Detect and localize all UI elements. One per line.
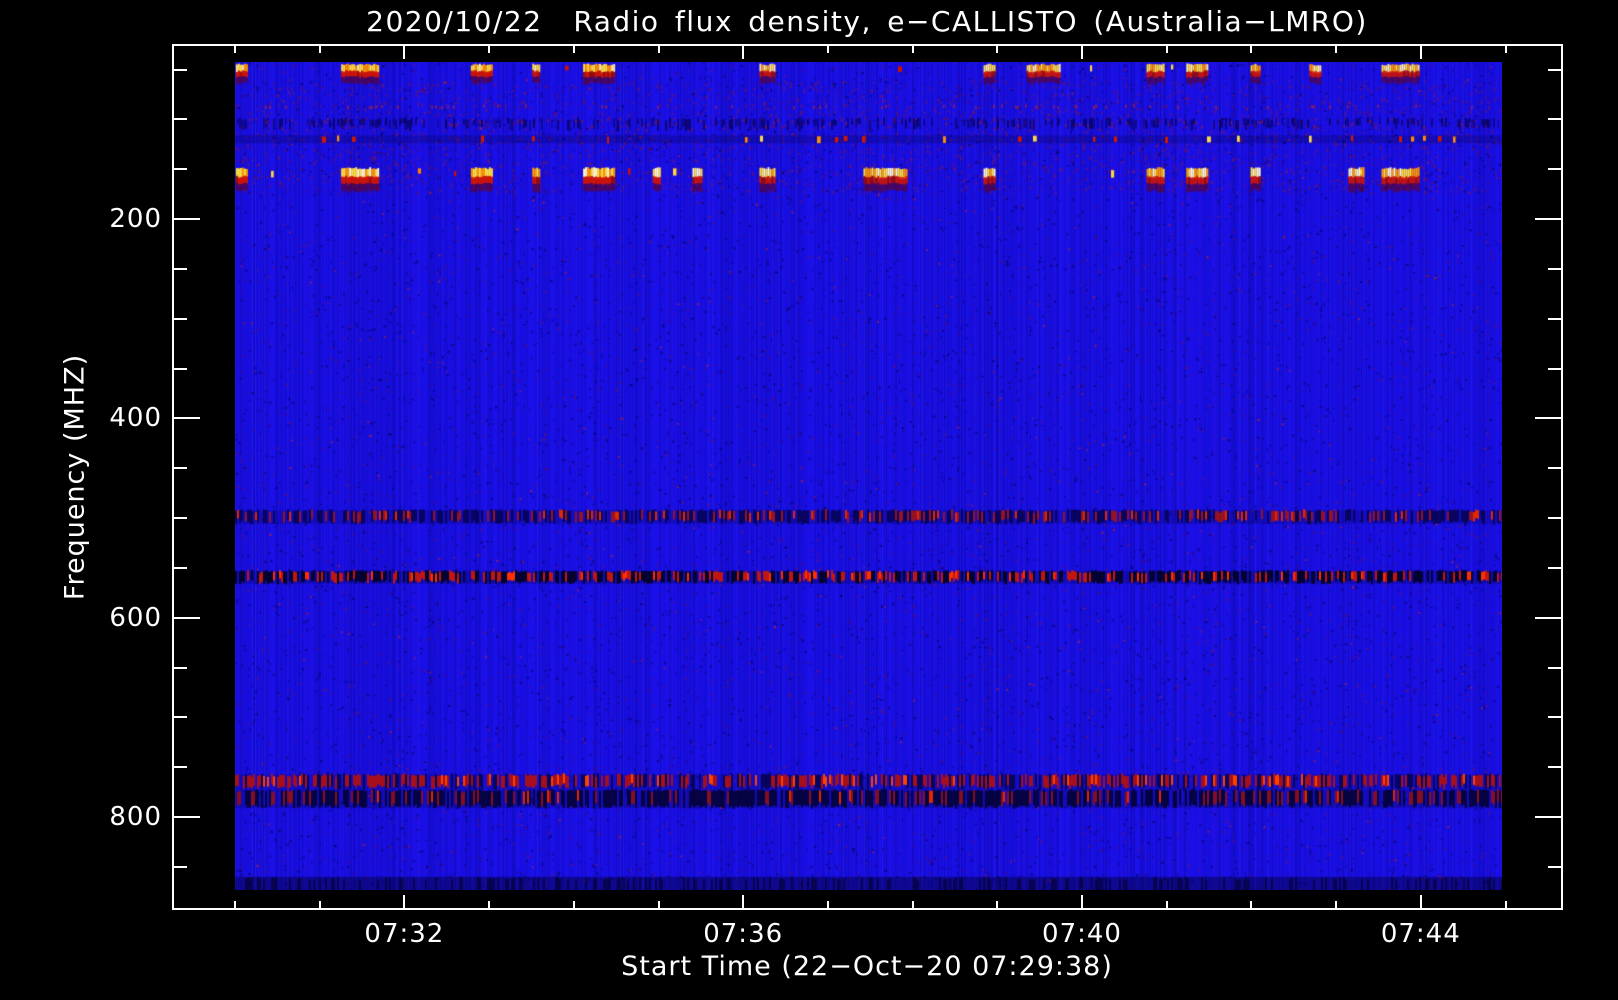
y-minor-tick <box>1548 267 1561 270</box>
y-minor-tick <box>1548 467 1561 470</box>
chart-title: 2020/10/22 Radio flux density, e−CALLIST… <box>366 5 1368 38</box>
y-major-tick <box>174 816 200 818</box>
x-minor-tick <box>1250 46 1253 53</box>
y-major-tick <box>1535 218 1561 220</box>
x-major-tick <box>403 46 406 59</box>
x-tick-label: 07:44 <box>1380 919 1461 949</box>
x-minor-tick <box>1335 901 1338 908</box>
x-minor-tick <box>911 46 914 53</box>
y-minor-tick <box>174 467 187 470</box>
x-minor-tick <box>1250 901 1253 908</box>
x-tick-label: 07:40 <box>1042 919 1122 949</box>
plot-frame <box>172 44 1563 910</box>
x-minor-tick <box>657 901 660 908</box>
y-minor-tick <box>1548 517 1561 519</box>
x-minor-tick <box>572 901 575 908</box>
x-minor-tick <box>318 46 321 53</box>
x-minor-tick <box>996 46 999 53</box>
y-minor-tick <box>1548 367 1561 370</box>
y-tick-label: 600 <box>109 602 162 633</box>
y-minor-tick <box>174 118 187 121</box>
y-minor-tick <box>174 168 187 171</box>
x-tick-label: 07:36 <box>703 919 784 949</box>
y-tick-label: 200 <box>109 204 162 234</box>
y-minor-tick <box>174 267 187 270</box>
x-minor-tick <box>488 901 491 908</box>
x-minor-tick <box>488 46 491 53</box>
y-major-tick <box>174 417 200 420</box>
x-major-tick <box>1419 895 1422 908</box>
x-minor-tick <box>234 46 236 53</box>
y-minor-tick <box>174 666 187 669</box>
x-minor-tick <box>318 901 321 908</box>
y-tick-label: 400 <box>109 403 162 434</box>
x-major-tick <box>742 895 745 908</box>
y-minor-tick <box>1548 716 1561 719</box>
x-minor-tick <box>572 46 575 53</box>
y-minor-tick <box>1548 865 1561 868</box>
y-minor-tick <box>174 367 187 370</box>
y-major-tick <box>174 616 200 619</box>
y-minor-tick <box>174 716 187 719</box>
x-tick-label: 07:32 <box>364 919 445 949</box>
y-axis-label: Frequency (MHZ) <box>59 353 91 601</box>
x-major-tick <box>1081 46 1083 59</box>
y-minor-tick <box>174 517 187 519</box>
x-minor-tick <box>996 901 999 908</box>
x-minor-tick <box>1165 901 1168 908</box>
x-major-tick <box>742 46 745 59</box>
x-minor-tick <box>911 901 914 908</box>
x-minor-tick <box>826 901 829 908</box>
x-minor-tick <box>1165 46 1168 53</box>
y-tick-label: 800 <box>109 802 162 832</box>
y-minor-tick <box>1548 566 1561 569</box>
y-minor-tick <box>1548 68 1561 71</box>
y-minor-tick <box>174 865 187 868</box>
y-minor-tick <box>1548 317 1561 320</box>
x-axis-label: Start Time (22−Oct−20 07:29:38) <box>621 951 1113 982</box>
y-minor-tick <box>174 766 187 769</box>
y-minor-tick <box>174 68 187 71</box>
y-minor-tick <box>1548 168 1561 171</box>
x-major-tick <box>1081 895 1083 908</box>
y-minor-tick <box>174 317 187 320</box>
spectrogram-canvas <box>235 62 1502 890</box>
y-minor-tick <box>1548 766 1561 769</box>
x-major-tick <box>1419 46 1422 59</box>
y-minor-tick <box>1548 118 1561 121</box>
x-minor-tick <box>234 901 236 908</box>
x-major-tick <box>403 895 406 908</box>
x-minor-tick <box>657 46 660 53</box>
y-major-tick <box>1535 816 1561 818</box>
y-major-tick <box>1535 616 1561 619</box>
x-minor-tick <box>1335 46 1338 53</box>
x-minor-tick <box>826 46 829 53</box>
y-major-tick <box>1535 417 1561 420</box>
y-major-tick <box>174 218 200 220</box>
y-minor-tick <box>1548 666 1561 669</box>
x-minor-tick <box>1504 901 1507 908</box>
y-minor-tick <box>174 566 187 569</box>
x-minor-tick <box>1504 46 1507 53</box>
